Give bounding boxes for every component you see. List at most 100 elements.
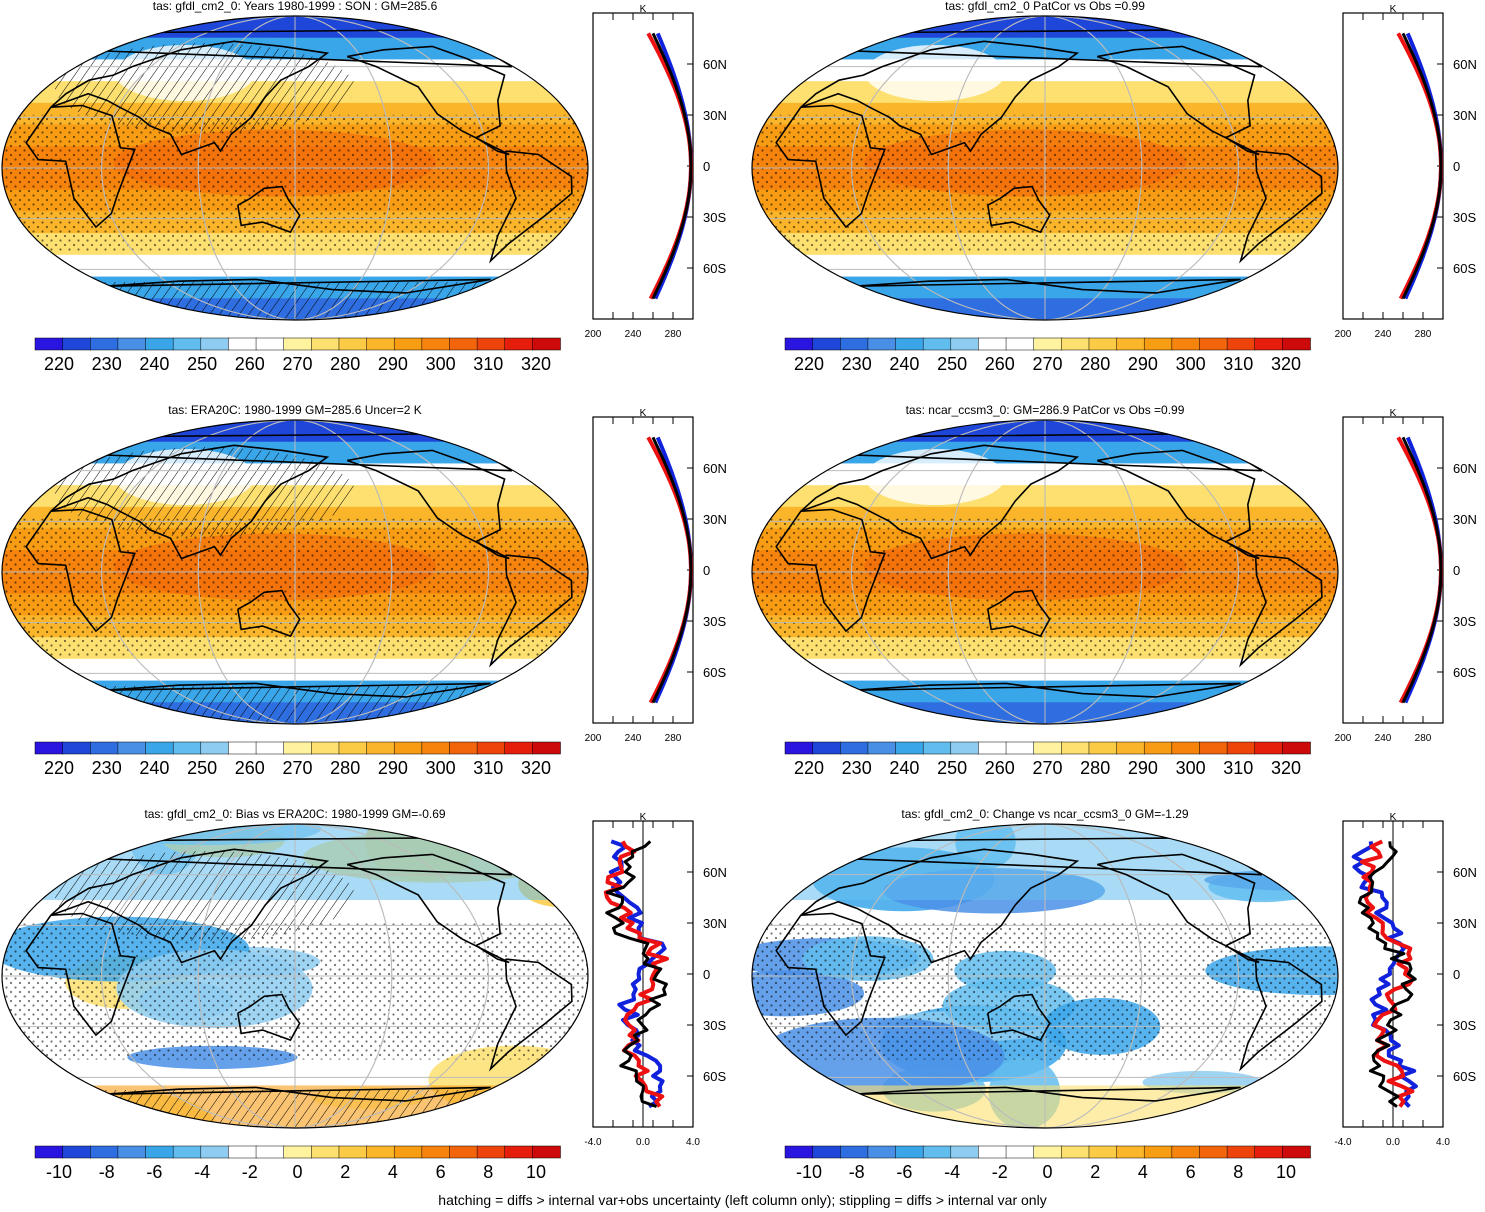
profile-lat-label: 30S: [703, 1018, 726, 1033]
map-border: [1, 419, 589, 725]
anomaly-patch: [2, 826, 68, 893]
colorbar-label: -10: [796, 1162, 822, 1182]
profile-lat-label: 30N: [703, 916, 727, 931]
colorbar-swatch: [200, 337, 230, 351]
colorbar-swatch: [172, 337, 202, 351]
colorbar-label: 230: [92, 758, 122, 778]
profile-x-label: 240: [625, 733, 642, 744]
colorbar-swatch: [504, 337, 534, 351]
colorbar-label: 6: [436, 1162, 446, 1182]
profile-x-label: 4.0: [1436, 1137, 1450, 1148]
coastline: [50, 444, 330, 560]
colorbar-label: 320: [1271, 354, 1301, 374]
profile-frame: [1342, 416, 1444, 724]
colorbar-swatch: [338, 1145, 368, 1159]
coastline: [346, 45, 510, 156]
colorbar-label: 260: [985, 354, 1015, 374]
colorbar-swatch: [172, 741, 202, 755]
profile-lat-label: 30S: [703, 614, 726, 629]
coastline: [1239, 554, 1323, 668]
colorbar-swatch: [950, 337, 980, 351]
profile-lat-label: 0: [703, 967, 710, 982]
colorbar-swatch: [338, 337, 368, 351]
colorbar-swatch: [366, 741, 395, 755]
profile-x-label: 200: [1335, 329, 1352, 340]
panel-title: tas: gfdl_cm2_0: Years 1980-1999 : SON :…: [153, 0, 438, 13]
profile-unit-label: K: [1390, 408, 1397, 419]
colorbar-label: 290: [1128, 354, 1158, 374]
profile-line: [1401, 436, 1443, 704]
colorbar-label: 220: [44, 758, 74, 778]
colorbar-swatch: [867, 337, 897, 351]
colorbar-swatch: [421, 741, 451, 755]
colorbar-label: 300: [1176, 758, 1206, 778]
colorbar-label: 300: [426, 354, 456, 374]
colorbar-swatch: [950, 1145, 980, 1159]
colorbar-swatch: [840, 1145, 869, 1159]
profile-line: [1357, 841, 1417, 1108]
profile-lat-label: 60N: [703, 57, 727, 72]
colorbar-label: -8: [849, 1162, 865, 1182]
colorbar-label: 240: [139, 354, 169, 374]
profile-lat-label: 30S: [1453, 210, 1476, 225]
profile-lat-label: 60N: [703, 865, 727, 880]
profile-frame: [592, 12, 694, 320]
colorbar-swatch: [978, 741, 1007, 755]
colorbar-swatch: [449, 337, 478, 351]
colorbar-swatch: [1088, 741, 1118, 755]
colorbar-swatch: [840, 337, 869, 351]
colorbar-swatch: [1033, 741, 1063, 755]
map-border: [751, 15, 1339, 321]
colorbar-swatch: [34, 1145, 64, 1159]
colorbar-swatch: [922, 337, 952, 351]
colorbar: 220 230 240 250 260 270 280 290 300 310 320: [784, 337, 1311, 374]
colorbar-swatch: [812, 337, 842, 351]
graticule-meridian: [197, 16, 393, 320]
coastline: [25, 508, 136, 633]
graticule-meridian: [101, 420, 489, 724]
colorbar-swatch: [1143, 337, 1173, 351]
colorbar-label: -8: [99, 1162, 115, 1182]
profile-lat-label: 30N: [1453, 108, 1477, 123]
cold-region: [865, 449, 1005, 505]
profile-x-label: 280: [665, 733, 682, 744]
colorbar-swatch: [1088, 337, 1118, 351]
colorbar-swatch: [1171, 337, 1201, 351]
colorbar-label: 270: [1032, 758, 1062, 778]
colorbar-label: 320: [521, 354, 551, 374]
colorbar-label: 4: [1138, 1162, 1148, 1182]
colorbar-swatch: [476, 1145, 506, 1159]
profile-line: [605, 840, 668, 1109]
coastline: [1096, 853, 1260, 964]
colorbar-swatch: [62, 1145, 92, 1159]
colorbar-swatch: [393, 337, 423, 351]
colorbar-label: 220: [794, 758, 824, 778]
colorbar-swatch: [1199, 337, 1228, 351]
colorbar-label: 10: [526, 1162, 546, 1182]
profile-lat-label: 30S: [703, 210, 726, 225]
colorbar-swatch: [62, 337, 92, 351]
colorbar-swatch: [922, 741, 952, 755]
profile-x-label: 200: [585, 733, 602, 744]
colorbar-swatch: [145, 741, 174, 755]
colorbar-swatch: [62, 741, 92, 755]
colorbar-label: 270: [1032, 354, 1062, 374]
colorbar-swatch: [504, 1145, 534, 1159]
colorbar-label: 6: [1186, 1162, 1196, 1182]
colorbar-swatch: [311, 1145, 340, 1159]
profile-x-label: 280: [1415, 329, 1432, 340]
map: [2, 16, 588, 320]
profile-x-label: 240: [625, 329, 642, 340]
panel-3: tas: ERA20C: 1980-1999 GM=285.6 Uncer=2 …: [1, 403, 727, 778]
colorbar-swatch: [476, 741, 506, 755]
profile-lat-label: 30S: [1453, 1018, 1476, 1033]
colorbar-swatch: [90, 1145, 119, 1159]
colorbar-label: 240: [889, 354, 919, 374]
coastline: [489, 150, 573, 264]
zonal-profile: K 60N 30N 0 30S 60S 200 240 280: [585, 4, 727, 340]
colorbar-swatch: [449, 1145, 478, 1159]
hatching: [55, 43, 355, 133]
colorbar-label: 250: [937, 758, 967, 778]
hatching: [55, 447, 355, 537]
colorbar-label: 280: [1080, 758, 1110, 778]
